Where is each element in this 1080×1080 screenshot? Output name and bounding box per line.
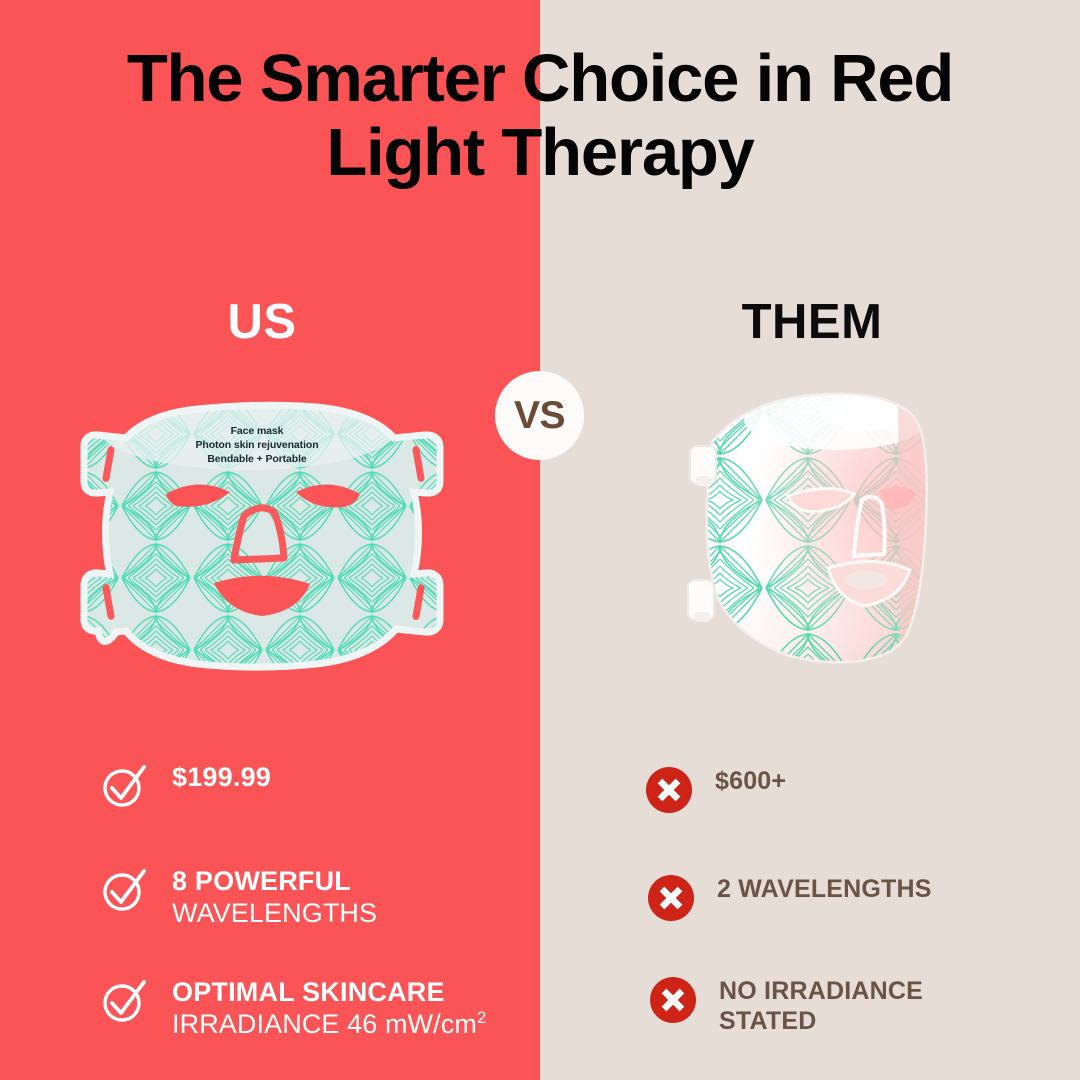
feature-text: OPTIMAL SKINCARE IRRADIANCE 46 mW/cm2: [172, 977, 486, 1040]
check-circle-icon: [100, 762, 148, 810]
x-circle-icon: [649, 976, 697, 1024]
product-image-us: [48, 398, 498, 678]
feature-row: $199.99: [100, 762, 271, 810]
feature-line-secondary: IRRADIANCE 46 mW/cm2: [172, 1008, 486, 1040]
vs-badge-label: VS: [513, 393, 566, 437]
strap-tab-upper: [689, 445, 717, 486]
feature-line-primary: 8 POWERFUL: [172, 866, 352, 896]
check-circle-icon: [100, 977, 148, 1025]
product-caption-us: Face mask Photon skin rejuvenation Benda…: [195, 425, 319, 465]
column-header-them: THEM: [741, 295, 883, 349]
feature-line-secondary: WAVELENGTHS: [172, 898, 378, 928]
strap-tab-lower: [687, 579, 715, 622]
feature-text: $199.99: [172, 762, 271, 793]
feature-text: 2 WAVELENGTHS: [717, 874, 932, 904]
check-circle-icon: [100, 866, 148, 914]
feature-row: $600+: [645, 766, 786, 814]
feature-line-primary: NO IRRADIANCE: [719, 977, 923, 1005]
superscript-two: 2: [476, 1008, 487, 1027]
feature-row: 2 WAVELENGTHS: [647, 874, 932, 922]
x-circle-icon: [645, 766, 693, 814]
feature-line-primary: $600+: [715, 767, 787, 795]
feature-text: NO IRRADIANCE STATED: [719, 976, 923, 1036]
irradiance-value: IRRADIANCE 46 mW/cm: [172, 1009, 477, 1039]
feature-line-primary: OPTIMAL SKINCARE: [172, 977, 445, 1007]
product-image-them: [676, 368, 976, 668]
column-header-us: US: [227, 295, 297, 349]
feature-text: 8 POWERFUL WAVELENGTHS: [172, 866, 377, 929]
feature-row: 8 POWERFUL WAVELENGTHS: [100, 866, 377, 929]
page-title: The Smarter Choice in Red Light Therapy: [126, 41, 955, 190]
feature-line-primary: $199.99: [172, 762, 271, 792]
feature-row: NO IRRADIANCE STATED: [649, 976, 923, 1036]
feature-row: OPTIMAL SKINCARE IRRADIANCE 46 mW/cm2: [100, 977, 486, 1040]
feature-text: $600+: [715, 766, 786, 796]
x-circle-icon: [647, 874, 695, 922]
feature-line-primary: 2 WAVELENGTHS: [717, 875, 932, 903]
feature-line-secondary: STATED: [719, 1007, 817, 1035]
vs-badge: VS: [495, 371, 584, 460]
